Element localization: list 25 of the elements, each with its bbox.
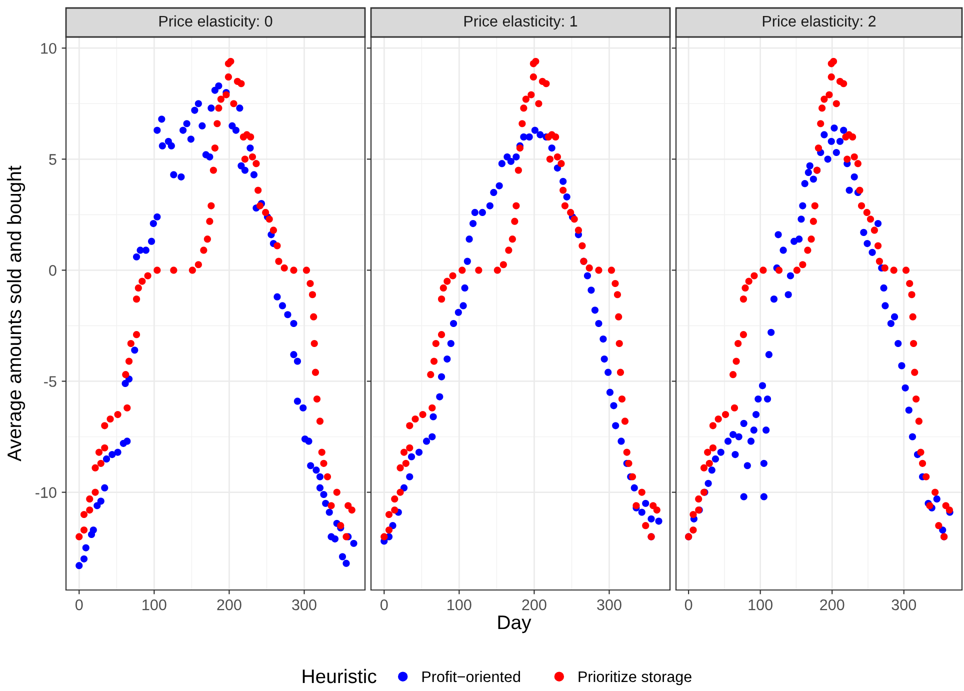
- x-tick-label: 300: [292, 599, 316, 610]
- x-tick-label: 0: [684, 599, 692, 610]
- chart-title: Price elasticity: 2: [762, 15, 876, 30]
- x-tick-label: 0: [75, 599, 83, 610]
- x-tick-label: 100: [448, 599, 472, 610]
- x-axis-title: Day: [498, 616, 532, 634]
- x-tick-label: 200: [217, 599, 242, 610]
- x-tick-label: 300: [892, 599, 916, 610]
- x-tick-label: 100: [748, 599, 772, 610]
- legend-title: Heuristic: [302, 668, 376, 684]
- y-tick-label: 10: [41, 42, 56, 54]
- y-tick-label: -5: [44, 376, 56, 387]
- chart-title: Price elasticity: 1: [464, 15, 578, 30]
- legend-label: Prioritize storage: [578, 670, 692, 686]
- chart-title: Price elasticity: 0: [159, 15, 272, 30]
- x-tick-label: 100: [142, 599, 166, 610]
- x-tick-label: 200: [522, 599, 546, 610]
- y-axis-title: Average amounts sold and bought: [6, 166, 26, 462]
- x-tick-label: 0: [380, 599, 388, 610]
- y-tick-label: 5: [49, 154, 56, 165]
- y-tick-label: 0: [49, 265, 56, 276]
- x-tick-label: 200: [820, 599, 844, 610]
- y-tick-label: -10: [36, 487, 56, 498]
- x-tick-label: 300: [597, 599, 622, 610]
- legend-label: Profit−oriented: [422, 670, 520, 682]
